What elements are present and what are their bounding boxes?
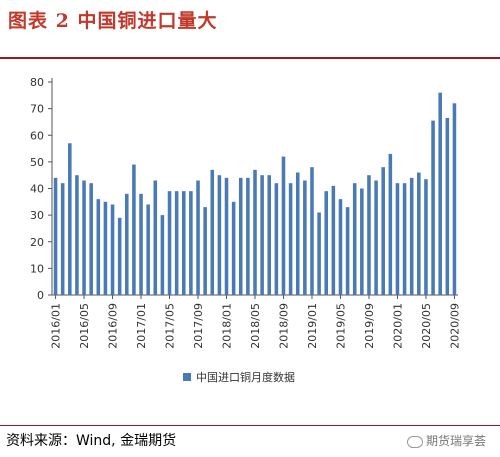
y-tick-label: 30 xyxy=(30,209,44,222)
bar xyxy=(452,103,457,295)
bar xyxy=(132,164,136,295)
bar xyxy=(260,175,264,295)
bar xyxy=(117,217,122,295)
bar xyxy=(110,204,115,295)
bar xyxy=(75,175,79,295)
bar xyxy=(345,207,350,295)
bar xyxy=(60,183,65,295)
bar xyxy=(281,156,286,295)
bar xyxy=(217,175,222,295)
bar xyxy=(174,191,179,295)
x-tick-label: 2017/01 xyxy=(135,303,148,349)
bar xyxy=(53,177,58,295)
bar xyxy=(196,180,200,295)
x-tick-label: 2020/05 xyxy=(420,303,433,349)
bar xyxy=(103,201,108,295)
x-tick-label: 2020/09 xyxy=(448,303,461,349)
bar xyxy=(303,180,307,295)
bar xyxy=(288,183,293,295)
bar xyxy=(381,167,385,295)
bar xyxy=(253,169,257,295)
y-tick-label: 70 xyxy=(30,103,44,116)
x-tick-label: 2018/01 xyxy=(221,303,234,349)
legend-label: 中国进口铜月度数据 xyxy=(196,370,295,384)
bar xyxy=(367,175,371,295)
bar xyxy=(438,92,442,296)
bar xyxy=(267,175,272,295)
x-tick-label: 2018/05 xyxy=(249,303,262,349)
bar xyxy=(424,179,428,295)
bar xyxy=(310,167,314,295)
figure-title: 图表 2 中国铜进口量大 xyxy=(8,10,218,32)
bar xyxy=(324,191,329,295)
y-tick-label: 10 xyxy=(30,262,44,275)
x-tick-label: 2019/05 xyxy=(334,303,347,349)
y-tick-label: 80 xyxy=(30,76,44,89)
legend-swatch xyxy=(183,373,191,381)
bar xyxy=(210,169,215,295)
bar xyxy=(224,177,229,295)
watermark: 期货瑞享荟 xyxy=(406,432,486,449)
bar xyxy=(338,199,343,295)
bar xyxy=(360,188,364,295)
bar xyxy=(388,153,393,295)
x-tick-label: 2020/01 xyxy=(391,303,404,349)
x-tick-label: 2016/09 xyxy=(107,303,120,349)
bar xyxy=(160,215,165,296)
bars xyxy=(53,92,457,296)
x-axis: 2016/01 2016/05 2016/09 2017/01 2017/05 2017/… xyxy=(50,294,461,349)
bar xyxy=(82,180,86,295)
bar xyxy=(331,185,336,295)
bar xyxy=(238,177,243,295)
watermark-text: 期货瑞享荟 xyxy=(425,434,486,448)
x-tick-label: 2019/01 xyxy=(306,303,319,349)
wechat-icon xyxy=(406,435,423,448)
y-tick-label: 20 xyxy=(30,236,44,249)
bar xyxy=(89,183,93,295)
bar xyxy=(431,120,435,295)
bar xyxy=(146,204,150,295)
bar xyxy=(231,201,236,295)
bar xyxy=(445,117,450,295)
y-tick-label: 0 xyxy=(37,289,44,302)
footer-rule xyxy=(0,425,500,426)
x-tick-label: 2017/09 xyxy=(192,303,205,349)
y-tick-label: 50 xyxy=(30,156,44,169)
bar xyxy=(317,212,321,295)
x-tick-label: 2018/09 xyxy=(277,303,290,349)
bar xyxy=(409,177,414,295)
bar xyxy=(153,180,158,295)
title-rule xyxy=(0,57,500,59)
x-tick-label: 2016/01 xyxy=(50,303,63,349)
bar xyxy=(203,207,207,295)
bar xyxy=(125,193,129,295)
bar xyxy=(417,172,421,295)
bar xyxy=(96,199,101,295)
bar xyxy=(352,183,357,295)
x-tick-label: 2017/05 xyxy=(164,303,177,349)
bar xyxy=(402,183,407,295)
x-tick-label: 2016/05 xyxy=(78,303,91,349)
bar xyxy=(374,180,378,295)
bar xyxy=(274,183,279,295)
bar xyxy=(139,193,143,295)
y-tick-label: 40 xyxy=(30,183,44,196)
bar xyxy=(395,183,400,295)
legend: 中国进口铜月度数据 xyxy=(183,370,295,384)
y-tick-label: 60 xyxy=(30,129,44,142)
bar xyxy=(295,172,300,295)
source-note: 资料来源：Wind, 金瑞期货 xyxy=(6,433,177,449)
bar xyxy=(68,143,72,295)
bar xyxy=(167,191,172,295)
y-axis: 0 10 20 30 40 50 60 70 80 xyxy=(30,76,53,302)
bar xyxy=(181,191,186,295)
bar xyxy=(246,177,250,295)
bar xyxy=(189,191,193,295)
x-tick-label: 2019/09 xyxy=(363,303,376,349)
